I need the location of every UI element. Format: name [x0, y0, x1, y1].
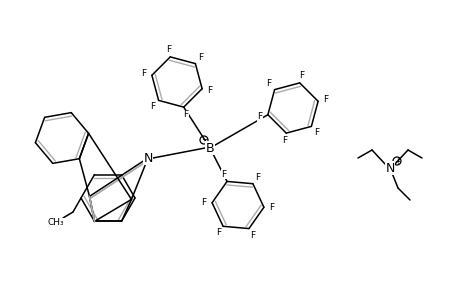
Text: F: F: [269, 203, 274, 212]
Text: CH₃: CH₃: [48, 218, 64, 227]
Text: F: F: [266, 80, 271, 88]
Text: N: N: [385, 161, 394, 175]
Text: F: F: [249, 231, 254, 240]
Text: +: +: [393, 157, 399, 166]
Text: −: −: [201, 136, 207, 145]
Text: F: F: [215, 228, 221, 237]
Text: F: F: [165, 45, 170, 54]
Text: N: N: [143, 152, 152, 164]
Text: F: F: [281, 136, 286, 145]
Text: F: F: [257, 112, 262, 121]
Text: F: F: [221, 170, 226, 179]
Text: F: F: [314, 128, 319, 136]
Text: F: F: [254, 172, 259, 182]
Text: F: F: [198, 53, 203, 62]
Text: F: F: [323, 95, 328, 104]
Text: B: B: [205, 142, 214, 154]
Text: F: F: [207, 86, 212, 95]
Text: F: F: [183, 110, 188, 119]
Text: F: F: [141, 69, 146, 78]
Text: F: F: [150, 101, 155, 110]
Text: F: F: [299, 71, 304, 80]
Text: F: F: [201, 197, 206, 206]
